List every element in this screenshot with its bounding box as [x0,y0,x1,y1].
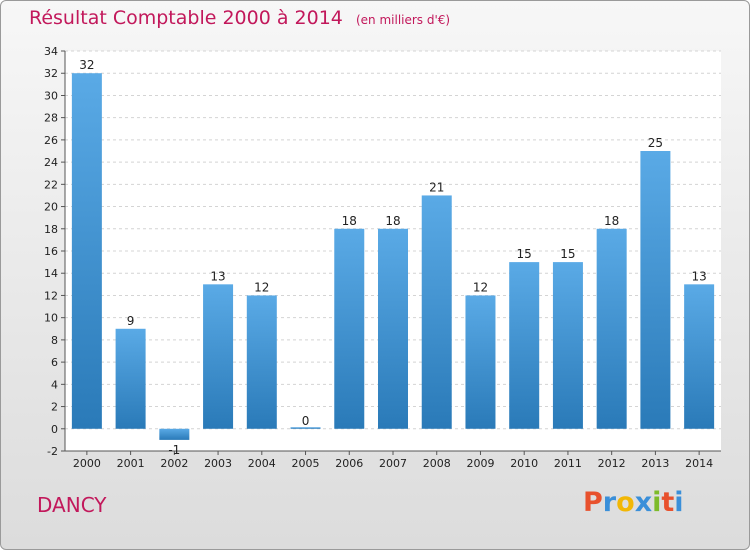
y-tick-label: 18 [44,223,58,236]
bar [290,427,321,429]
y-tick-label: -2 [47,445,58,458]
bar [465,295,496,429]
data-label: 12 [254,280,269,294]
data-label: 0 [302,414,310,428]
logo-letter: i [652,487,662,518]
data-label: 18 [385,214,400,228]
data-labels: 32 9 -1 13 12 0 18 18 21 12 15 15 18 25 13 [79,58,707,457]
logo-letter: o [616,487,635,518]
y-tick-label: 22 [44,178,58,191]
bar [334,228,365,429]
data-label: 9 [127,314,135,328]
logo-letter: i [674,487,684,518]
x-tick-label: 2007 [379,457,407,470]
data-label: 12 [473,280,488,294]
logo-letter: r [602,487,617,518]
data-label: 25 [648,136,663,150]
title-unit: (en milliers d'€) [355,13,451,27]
title-text: Résultat Comptable 2000 à 2014 [29,7,343,29]
y-tick-label: 6 [51,356,58,369]
commune-name: DANCY [37,493,107,517]
bar [71,73,102,429]
x-tick-label: 2010 [510,457,538,470]
x-tick-label: 2008 [423,457,451,470]
y-tick-label: 8 [51,334,58,347]
bar [552,262,583,429]
x-tick-label: 2004 [248,457,276,470]
data-label: 15 [560,247,575,261]
chart-title: Résultat Comptable 2000 à 2014 (en milli… [29,7,450,29]
y-tick-label: 12 [44,289,58,302]
y-tick-label: 24 [44,156,58,169]
bar [378,228,408,429]
x-tick-label: 2003 [204,457,232,470]
logo-letter: t [661,487,675,518]
x-tick-label: 2001 [117,457,145,470]
proxiti-logo: Proxiti [583,487,684,518]
x-tick-label: 2005 [292,457,320,470]
y-tick-label: 10 [44,312,58,325]
logo-letter: P [583,487,603,518]
x-tick-label: 2009 [466,457,494,470]
data-label: -1 [168,443,180,457]
bar [509,262,540,429]
y-tick-label: 20 [44,201,58,214]
data-label: 18 [604,214,619,228]
x-tick-label: 2013 [641,457,669,470]
bars [71,73,715,440]
y-tick-label: 4 [51,378,58,391]
data-label: 21 [429,180,444,194]
data-label: 18 [342,214,357,228]
data-label: 32 [79,58,94,72]
y-tick-label: 28 [44,112,58,125]
data-label: 13 [210,269,225,283]
x-tick-label: 2000 [73,457,101,470]
y-tick-label: 30 [44,89,58,102]
bar [596,228,627,429]
x-tick-label: 2006 [335,457,363,470]
data-label: 15 [517,247,532,261]
x-tick-label: 2002 [160,457,188,470]
bar [159,428,190,440]
logo-letter: x [634,487,653,518]
y-tick-label: 0 [51,423,58,436]
y-tick-label: 32 [44,67,58,80]
x-tick-label: 2014 [685,457,713,470]
x-tick-label: 2012 [598,457,626,470]
data-label: 13 [691,269,706,283]
x-tick-label: 2011 [554,457,582,470]
y-tick-label: 34 [44,45,58,58]
y-tick-label: 14 [44,267,58,280]
y-tick-label: 16 [44,245,58,258]
bar [115,328,146,429]
bar [203,284,234,429]
bar [684,284,715,429]
bar [640,151,671,429]
y-tick-label: 26 [44,134,58,147]
y-tick-label: 2 [51,401,58,414]
bar [421,195,452,429]
bar [246,295,277,429]
